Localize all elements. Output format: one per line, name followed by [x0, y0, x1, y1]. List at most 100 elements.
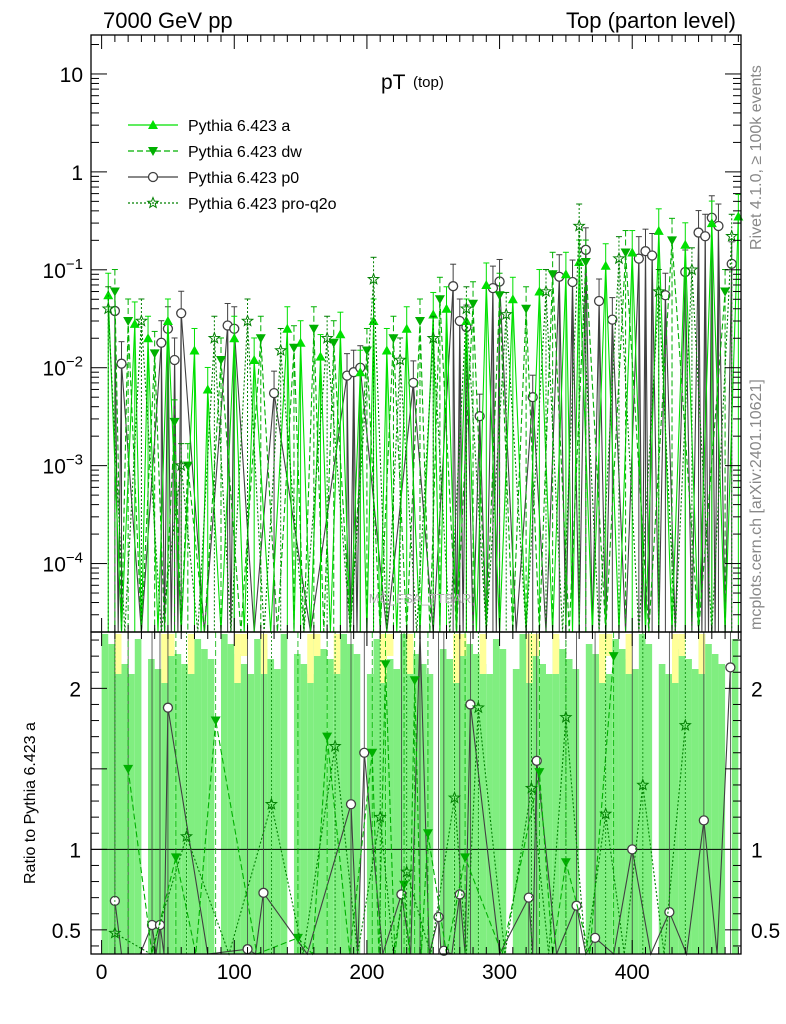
- ratio-band-yellow: [479, 634, 487, 674]
- data-point-a: [653, 225, 664, 235]
- ratio-band-green: [486, 674, 493, 954]
- ratio-band-green: [313, 639, 321, 954]
- ratio-band-yellow: [161, 634, 168, 683]
- ratio-y-tick-label-right: 0.5: [751, 920, 780, 943]
- ratio-point-dw: [292, 933, 303, 943]
- ratio-band-yellow: [599, 634, 606, 683]
- ratio-point-dw: [380, 660, 391, 670]
- ratio-y-tick-label-left: 0.5: [52, 920, 81, 943]
- ratio-band-yellow: [333, 634, 341, 674]
- data-point-p0: [646, 250, 658, 261]
- data-point-proq2o: [459, 301, 473, 315]
- header-left-label: 7000 GeV pp: [103, 8, 233, 33]
- legend-label-p0: Pythia 6.423 p0: [188, 170, 299, 187]
- ratio-point-proq2o: [636, 778, 650, 791]
- x-tick-label: 0: [96, 961, 108, 984]
- data-point-a: [600, 260, 611, 270]
- data-point-dw: [414, 317, 425, 327]
- ratio-band-yellow: [672, 634, 679, 683]
- ratio-point-proq2o: [678, 718, 692, 731]
- series-dw: [109, 217, 731, 633]
- ratio-band-green: [552, 639, 560, 954]
- ratio-band-green: [167, 644, 175, 954]
- data-point-proq2o: [539, 284, 553, 298]
- data-point-a: [401, 323, 412, 333]
- ratio-band-green: [618, 649, 626, 954]
- ratio-band-green: [240, 664, 248, 954]
- ratio-point-dw: [409, 676, 420, 686]
- data-point-dw: [149, 349, 160, 359]
- data-point-p0: [593, 295, 605, 307]
- ratio-frame: [90, 631, 742, 955]
- ratio-y-tick-label-right: 2: [751, 678, 763, 701]
- ratio-band-green: [466, 644, 474, 954]
- ratio-point-p0: [454, 889, 465, 900]
- data-point-proq2o: [207, 331, 221, 344]
- x-tick-label: 100: [217, 961, 252, 984]
- main-series-group: [101, 194, 744, 633]
- ratio-band-yellow: [187, 634, 195, 674]
- ratio-band-green: [280, 634, 288, 954]
- ratio-band-green: [473, 654, 480, 954]
- ratio-band-green: [227, 644, 235, 954]
- data-point-dw: [620, 248, 631, 258]
- ratio-point-p0: [465, 699, 476, 710]
- ratio-band-green: [274, 669, 281, 954]
- ratio-band-green: [174, 654, 182, 954]
- data-point-a: [129, 318, 140, 328]
- data-point-a: [355, 367, 366, 377]
- legend-marker-proq2o: [146, 196, 160, 209]
- ratio-band-yellow: [678, 634, 686, 656]
- data-point-dw: [328, 338, 339, 348]
- ratio-y-tick-labels: 0.5 0.5 1 1 2 2: [52, 678, 780, 943]
- ratio-band-green: [148, 659, 155, 954]
- ratio-point-dw: [210, 716, 221, 726]
- ratio-band-green: [459, 634, 467, 954]
- ratio-band-green: [612, 639, 619, 954]
- data-point-dw: [494, 291, 505, 301]
- ratio-band-green: [234, 654, 241, 954]
- data-point-p0: [700, 231, 711, 242]
- series-p0: [109, 195, 737, 633]
- ratio-band-green: [307, 674, 314, 954]
- ratio-point-p0: [359, 747, 370, 758]
- x-tick-label: 400: [615, 961, 650, 984]
- main-y-tick-label: 10−1: [43, 256, 83, 283]
- ratio-band-yellow: [605, 634, 613, 656]
- ratio-band-yellow: [453, 634, 460, 683]
- ratio-point-p0: [531, 755, 542, 766]
- ratio-band-green: [380, 649, 387, 954]
- data-point-proq2o: [685, 262, 699, 276]
- data-point-p0: [176, 308, 187, 319]
- watermark-label: MC_FSA_TTBAR: [369, 591, 472, 606]
- ratio-band-green: [187, 674, 195, 954]
- ratio-band-green: [446, 659, 454, 954]
- ratio-band-green: [632, 669, 639, 954]
- ratio-band-green: [439, 649, 447, 954]
- ratio-band-green: [625, 659, 633, 954]
- ratio-band-green: [134, 639, 142, 954]
- ratio-band-green: [247, 674, 255, 954]
- ratio-point-dw: [608, 652, 619, 662]
- main-y-tick-labels: 10−4 10−3 10−2 10−1 1 10: [43, 64, 83, 577]
- data-point-dw: [388, 334, 399, 344]
- ratio-point-dw: [170, 853, 181, 863]
- data-point-a: [481, 279, 492, 289]
- ratio-band-green: [194, 639, 202, 954]
- data-point-p0: [567, 276, 578, 288]
- ratio-band-green: [592, 654, 600, 954]
- ratio-band-green: [393, 669, 401, 954]
- main-y-tick-label: 10−4: [43, 550, 83, 577]
- ratio-point-p0: [664, 906, 675, 918]
- data-point-dw: [308, 324, 319, 334]
- data-point-p0: [116, 358, 127, 369]
- ratio-band-yellow: [552, 634, 560, 674]
- ratio-band-green: [201, 649, 208, 954]
- data-point-dw: [255, 334, 266, 344]
- ratio-point-p0: [698, 815, 710, 826]
- ratio-y-tick-label-left: 2: [69, 678, 81, 701]
- main-y-tick-label: 10−2: [43, 354, 83, 381]
- legend-item-p0: Pythia 6.423 p0: [128, 170, 299, 187]
- data-point-dw: [123, 317, 134, 327]
- legend-marker-dw: [148, 147, 158, 156]
